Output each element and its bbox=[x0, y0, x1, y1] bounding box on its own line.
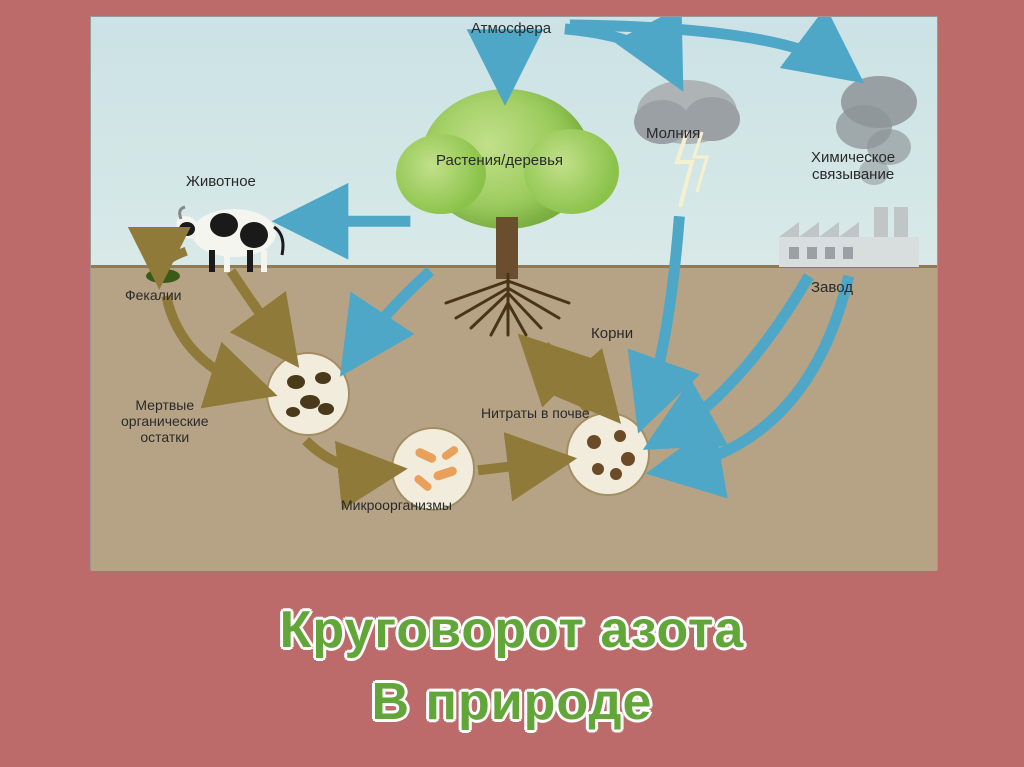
label-atmosphere: Атмосфера bbox=[471, 20, 551, 37]
title-line-1: Круговорот азота bbox=[0, 600, 1024, 660]
tree-trunk bbox=[496, 217, 518, 279]
label-roots: Корни bbox=[591, 325, 633, 342]
label-factory: Завод bbox=[811, 279, 853, 296]
factory-icon bbox=[779, 207, 919, 267]
label-lightning: Молния bbox=[646, 125, 700, 142]
lightning-icon bbox=[632, 77, 742, 217]
title-line-2: В природе bbox=[0, 672, 1024, 732]
feces-icon bbox=[146, 269, 180, 283]
roots-icon bbox=[441, 273, 576, 343]
label-nitrates: Нитраты в почве bbox=[481, 405, 590, 421]
cow-icon bbox=[169, 195, 289, 273]
nitrogen-cycle-diagram: Атмосфера Растения/деревья Животное Фека… bbox=[90, 16, 938, 570]
label-chemfix: Химическое связывание bbox=[811, 149, 895, 183]
label-plants: Растения/деревья bbox=[436, 152, 563, 169]
nitrates-circle bbox=[566, 412, 650, 496]
dead-matter-circle bbox=[266, 352, 350, 436]
label-feces: Фекалии bbox=[125, 287, 181, 303]
label-animal: Животное bbox=[186, 173, 256, 190]
label-microbes: Микроорганизмы bbox=[341, 497, 452, 513]
label-deadorg: Мертвые органические остатки bbox=[121, 397, 209, 445]
